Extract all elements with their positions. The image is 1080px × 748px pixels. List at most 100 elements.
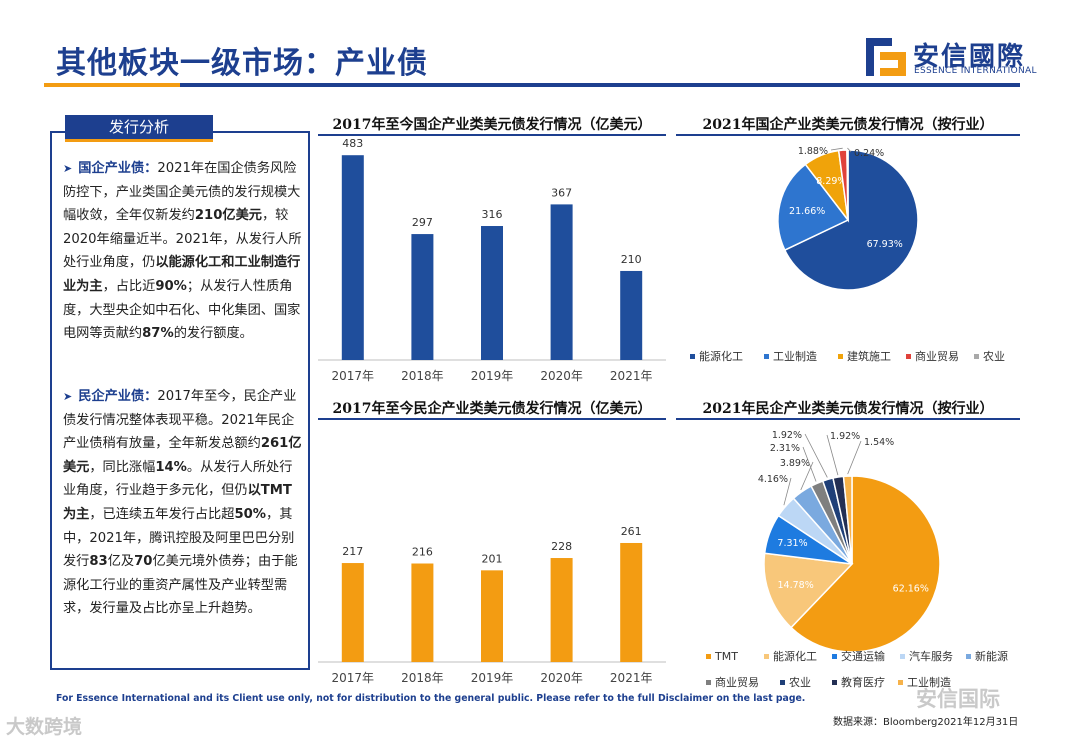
title-rule-accent (44, 83, 180, 87)
soe-pie-chart-title: 2021年国企产业类美元债发行情况（按行业） (702, 117, 994, 133)
private-pie-legend-label: 新能源 (975, 649, 1008, 663)
private-pie-value-label: 1.54% (864, 437, 894, 448)
private-pie-leader-line (847, 440, 862, 475)
private-bar-data-label: 201 (482, 552, 503, 565)
private-bar-bar (341, 563, 364, 662)
soe-bond-analysis-text: ➤ 国企产业债：2021年在国企债务风险防控下，产业类国企美元债的发行规模大幅收敛… (63, 161, 302, 342)
soe-pie-legend-label: 商业贸易 (915, 349, 959, 363)
private-bar-bar (550, 558, 573, 662)
private-bar-tick-label: 2019年 (471, 671, 514, 685)
soe-pie-chart: 67.93% 21.66% 8.29% 1.88% 0.24% 能源化工 工业制造 建筑施工 商… (690, 146, 1005, 363)
soe-pie-legend-swatch (906, 354, 911, 359)
private-pie-legend-swatch (966, 654, 971, 659)
private-bar-bar (620, 542, 643, 662)
private-bar-bar (411, 563, 434, 662)
soe-bar-tick-label: 2017年 (332, 369, 375, 383)
company-logo-subtext: ESSENCE INTERNATIONAL (914, 66, 1037, 76)
watermark-left: 大数跨境 (6, 716, 83, 738)
soe-bar-data-label: 483 (342, 138, 363, 150)
private-pie-chart: 62.16% 14.78% 7.31% 4.16% 3.89% 2.31% 1.92% 1.9… (706, 430, 1008, 689)
private-pie-legend-label: 农业 (789, 675, 811, 689)
private-bar-data-label: 228 (551, 540, 572, 553)
soe-pie-legend-label: 工业制造 (773, 349, 817, 363)
chart-title-rule (676, 134, 1020, 136)
private-pie-legend-label: 商业贸易 (715, 675, 759, 689)
soe-bar-bar (341, 155, 364, 360)
private-pie-legend-swatch (706, 680, 711, 685)
soe-pie-value-label: 8.29% (816, 176, 846, 187)
chart-title-rule (318, 418, 666, 420)
watermark-right: 安信国际 (916, 687, 1000, 711)
soe-pie-value-label: 0.24% (854, 148, 884, 159)
private-pie-value-label: 3.89% (780, 458, 810, 469)
private-pie-value-label: 2.31% (770, 443, 800, 454)
private-pie-legend-swatch (780, 680, 785, 685)
company-logo-text: 安信國際 (913, 42, 1026, 72)
soe-bar-chart-title: 2017年至今国企产业类美元债发行情况（亿美元） (332, 117, 652, 133)
private-pie-leader-line (804, 433, 828, 478)
private-pie-value-label: 14.78% (778, 580, 814, 591)
soe-pie-legend-label: 建筑施工 (847, 349, 891, 363)
private-pie-legend-swatch (832, 654, 837, 659)
footer-disclaimer: For Essence International and its Client… (56, 693, 806, 704)
soe-bar-data-label: 316 (482, 208, 503, 221)
soe-bar-data-label: 297 (412, 216, 433, 229)
private-pie-legend-swatch (900, 654, 905, 659)
private-bar-data-label: 217 (342, 545, 363, 558)
soe-bar-data-label: 367 (551, 186, 572, 199)
soe-bar-bar (550, 204, 573, 360)
private-pie-legend-label: 交通运输 (841, 649, 885, 663)
private-pie-legend-label: 工业制造 (907, 675, 951, 689)
soe-pie-leader-line (847, 147, 852, 153)
private-bar-tick-label: 2018年 (401, 671, 444, 685)
soe-bar-tick-label: 2021年 (610, 369, 653, 383)
soe-pie-legend-label: 农业 (983, 349, 1005, 363)
private-bar-tick-label: 2020年 (540, 671, 583, 685)
private-pie-leader-line (783, 477, 792, 506)
private-pie-legend-label: 汽车服务 (909, 649, 953, 663)
soe-pie-value-label: 67.93% (867, 239, 903, 250)
soe-pie-legend-swatch (690, 354, 695, 359)
company-logo-icon (866, 38, 906, 76)
soe-bar-chart: 483 2017年 297 2018年 316 2019年 367 2020年 210 2021年 (318, 138, 666, 383)
soe-bar-tick-label: 2020年 (540, 369, 583, 383)
page-title: 其他板块一级市场：产业债 (56, 46, 428, 81)
title-rule (44, 83, 1020, 87)
private-pie-leader-line (800, 461, 814, 491)
soe-pie-legend-swatch (838, 354, 843, 359)
soe-bar-bar (411, 234, 434, 360)
private-bar-chart: 217 2017年 216 2018年 201 2019年 228 2020年 261 2021年 (318, 525, 666, 685)
soe-bar-bar (481, 226, 503, 360)
private-pie-leader-line (826, 434, 839, 476)
private-bond-analysis-text: ➤ 民企产业债：2017年至今，民企产业债发行情况整体表现平稳。2021年民企产业… (63, 389, 302, 617)
private-bar-chart-title: 2017年至今民企产业类美元债发行情况（亿美元） (332, 401, 652, 417)
private-pie-legend-swatch (764, 654, 769, 659)
soe-bar-tick-label: 2018年 (401, 369, 444, 383)
private-pie-value-label: 7.31% (777, 538, 807, 549)
soe-pie-legend-label: 能源化工 (699, 349, 743, 363)
soe-pie-legend-swatch (764, 354, 769, 359)
private-bar-bar (481, 570, 503, 662)
private-pie-leader-line (802, 446, 817, 482)
private-pie-chart-title: 2021年民企产业类美元债发行情况（按行业） (702, 401, 994, 417)
private-pie-value-label: 4.16% (758, 474, 788, 485)
private-pie-slice (763, 552, 854, 629)
private-pie-value-label: 1.92% (772, 430, 802, 441)
private-pie-legend-swatch (832, 680, 837, 685)
soe-pie-slice (846, 149, 849, 221)
private-bar-data-label: 261 (621, 525, 642, 538)
soe-bar-data-label: 210 (621, 253, 642, 266)
private-bar-data-label: 216 (412, 546, 433, 559)
private-pie-legend-label: TMT (714, 650, 738, 663)
private-pie-value-label: 1.92% (830, 431, 860, 442)
private-pie-slice (842, 475, 853, 565)
analysis-tab-label: 发行分析 (65, 115, 213, 142)
private-pie-legend-swatch (706, 654, 711, 659)
chart-title-rule (318, 134, 666, 136)
private-pie-legend-label: 教育医疗 (841, 675, 885, 689)
private-pie-slice (790, 475, 941, 653)
private-bar-tick-label: 2021年 (610, 671, 653, 685)
private-pie-legend-label: 能源化工 (773, 649, 817, 663)
soe-bar-tick-label: 2019年 (471, 369, 514, 383)
chart-title-rule (676, 418, 1020, 420)
